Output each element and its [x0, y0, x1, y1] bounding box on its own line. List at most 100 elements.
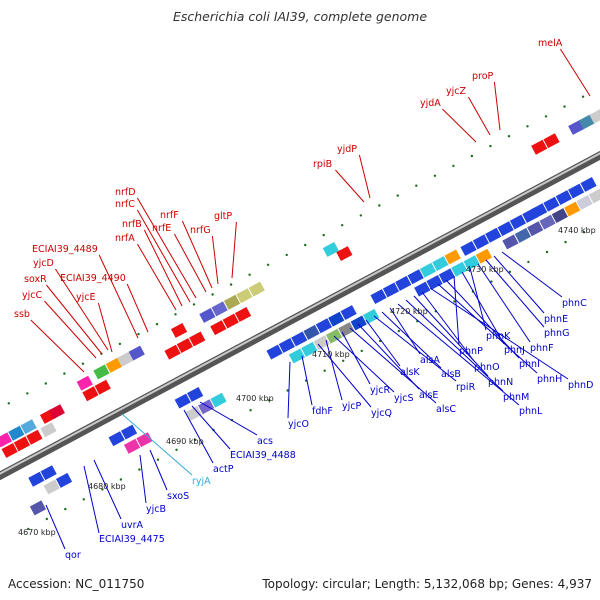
- gene-feature: [578, 114, 595, 130]
- gene-feature: [164, 344, 181, 360]
- tick-dot: [211, 293, 214, 296]
- tick-dot: [267, 399, 271, 402]
- gene-feature: [580, 176, 597, 192]
- lower-leader-line: [437, 283, 538, 374]
- kbp-tick-label: 4720 kbp: [390, 307, 428, 316]
- gene-feature: [198, 399, 215, 415]
- upper-leader-line: [467, 96, 491, 136]
- tick-dot: [323, 369, 326, 372]
- upper-gene-label: yjcD: [33, 258, 54, 269]
- gene-feature: [395, 275, 412, 291]
- gene-feature: [370, 289, 387, 305]
- lower-leader-lines: [45, 251, 569, 550]
- gene-feature: [185, 405, 202, 421]
- gene-feature: [93, 364, 110, 380]
- upper-gene-label: nrfA: [115, 233, 135, 244]
- gene-feature: [40, 465, 57, 481]
- tick-dot: [174, 313, 177, 316]
- gene-feature: [28, 471, 45, 487]
- gene-feature: [48, 404, 65, 420]
- tick-dot: [45, 517, 48, 521]
- lower-gene-label: phnN: [488, 377, 513, 388]
- upper-leader-line: [136, 197, 197, 299]
- lower-gene-label: sxoS: [167, 491, 189, 502]
- gene-feature: [199, 307, 216, 323]
- gene-feature: [43, 479, 60, 495]
- lower-leader-line: [477, 263, 531, 343]
- tick-dot: [64, 507, 67, 511]
- gene-feature: [222, 313, 239, 329]
- gene-feature: [13, 436, 31, 452]
- gene-feature: [543, 133, 560, 149]
- accession-label: Accession: NC_011750: [8, 577, 145, 591]
- gene-feature: [82, 386, 99, 402]
- lower-gene-label: ryjA: [192, 476, 211, 487]
- upper-leader-line: [181, 220, 213, 289]
- genome-backbone: [0, 150, 600, 481]
- gene-feature: [108, 431, 125, 447]
- lower-gene-label: phnJ: [504, 345, 525, 356]
- tick-dot: [378, 204, 381, 207]
- lower-gene-label: qor: [65, 550, 81, 561]
- lower-leader-line: [301, 355, 313, 406]
- gene-feature: [407, 269, 424, 285]
- upper-leader-lines: [30, 48, 591, 373]
- tick-dot: [489, 144, 492, 148]
- tick-dot: [138, 468, 141, 471]
- tick-dot: [101, 488, 104, 491]
- upper-leader-line: [97, 302, 113, 353]
- gene-feature: [117, 351, 134, 367]
- lower-gene-label: yjcS: [394, 393, 414, 404]
- tick-dot: [44, 382, 47, 385]
- genome-title: Escherichia coli IAI39, complete genome: [172, 9, 428, 24]
- tick-dot: [118, 342, 122, 346]
- upper-gene-label: nrfE: [152, 223, 171, 234]
- upper-leader-line: [136, 243, 177, 311]
- lower-gene-label: acs: [257, 436, 273, 447]
- lower-gene-label: phnM: [503, 392, 529, 403]
- gene-feature: [123, 438, 141, 454]
- lower-gene-label: alsA: [420, 355, 440, 366]
- tick-dot: [582, 231, 586, 234]
- upper-leader-line: [173, 233, 207, 293]
- upper-gene-label: nrfB: [122, 219, 142, 230]
- gene-feature: [234, 306, 252, 322]
- tick-dot: [341, 224, 344, 227]
- gene-feature: [266, 344, 283, 360]
- tick-dot: [563, 105, 566, 108]
- lower-leader-line: [121, 413, 193, 476]
- gene-feature: [497, 221, 514, 237]
- tick-dot: [490, 280, 493, 283]
- upper-leader-line: [493, 81, 501, 131]
- gene-feature: [551, 208, 568, 224]
- gene-feature: [460, 240, 477, 256]
- tick-dot: [470, 154, 474, 158]
- lower-gene-label: alsE: [419, 390, 438, 401]
- lower-leader-line: [453, 275, 460, 346]
- lower-leader-line: [485, 259, 545, 328]
- lower-leader-line: [45, 504, 66, 550]
- upper-gene-label: yjdP: [337, 144, 357, 155]
- gene-feature: [527, 221, 544, 237]
- gene-feature: [451, 261, 468, 277]
- upper-gene-label: rpiB: [313, 159, 332, 170]
- lower-gene-label: fdhF: [312, 406, 333, 417]
- tick-dot: [266, 263, 270, 266]
- lower-gene-label: phnP: [459, 346, 483, 357]
- upper-leader-line: [211, 235, 219, 285]
- gene-feature: [136, 432, 153, 448]
- gene-feature: [509, 214, 527, 230]
- gene-feature: [589, 108, 600, 124]
- lower-leader-line: [493, 255, 545, 314]
- lower-leader-line: [413, 295, 489, 377]
- gene-feature: [288, 348, 306, 364]
- kbp-ticks: 4670 kbp 4680 kbp 4690 kbp 4700 kbp 4710 kbp…: [18, 226, 596, 537]
- lower-leader-line: [365, 319, 401, 367]
- upper-gene-label: nrfF: [160, 210, 179, 221]
- lower-gene-label: phnL: [519, 406, 543, 417]
- upper-gene-label: nrfD: [115, 187, 136, 198]
- gene-feature: [176, 338, 193, 354]
- gene-features: [0, 103, 600, 516]
